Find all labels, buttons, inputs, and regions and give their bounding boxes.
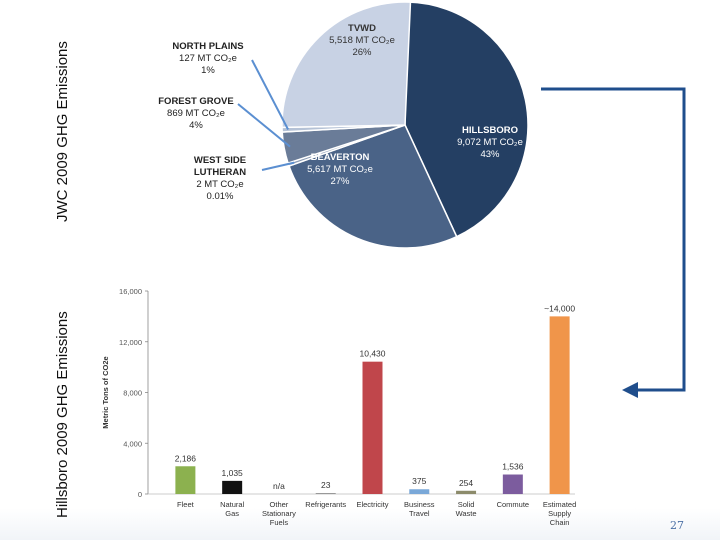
svg-text:BEAVERTON: BEAVERTON (311, 152, 370, 163)
page-number: 27 (670, 519, 684, 532)
svg-text:127 MT CO₂e: 127 MT CO₂e (179, 53, 237, 64)
svg-text:Stationary: Stationary (262, 509, 296, 518)
bar-value-label: 2,186 (175, 453, 197, 463)
svg-text:Natural: Natural (220, 500, 245, 509)
svg-text:HILLSBORO: HILLSBORO (462, 125, 518, 136)
svg-text:5,617 MT CO₂e: 5,617 MT CO₂e (307, 164, 373, 175)
svg-text:Estimated: Estimated (543, 500, 576, 509)
svg-text:5,518 MT CO₂e: 5,518 MT CO₂e (329, 35, 395, 46)
pie-slice-hillsboro (404, 1, 529, 238)
bar-value-label: 375 (412, 476, 426, 486)
svg-text:Waste: Waste (456, 509, 477, 518)
bar-value-label: 23 (321, 480, 331, 490)
y-tick-label: 0 (138, 490, 142, 499)
svg-text:Other: Other (270, 500, 289, 509)
pie-slice-tvwd (281, 1, 412, 129)
bar-fleet (175, 466, 196, 494)
svg-text:Commute: Commute (497, 500, 530, 509)
svg-text:FOREST GROVE: FOREST GROVE (158, 96, 233, 107)
bar-value-label: ~14,000 (544, 303, 575, 313)
svg-text:1%: 1% (201, 65, 215, 76)
pie-leader-line (237, 103, 291, 148)
bar-value-label: 1,536 (502, 462, 524, 472)
y-tick-label: 16,000 (119, 287, 142, 296)
svg-text:27%: 27% (330, 176, 350, 187)
svg-text:0.01%: 0.01% (207, 191, 234, 202)
svg-text:869 MT CO₂e: 869 MT CO₂e (167, 108, 225, 119)
bar-solid-waste (456, 490, 477, 494)
pie-leader-line (261, 161, 295, 171)
svg-text:Fleet: Fleet (177, 500, 195, 509)
svg-text:Supply: Supply (548, 509, 571, 518)
pie-leader-line (251, 59, 289, 130)
svg-text:LUTHERAN: LUTHERAN (194, 167, 246, 178)
x-tick-label: Commute (497, 500, 530, 509)
footer-band (0, 508, 720, 540)
bar-value-label: 10,430 (360, 349, 386, 359)
arrow-head (622, 382, 638, 398)
svg-text:9,072 MT CO₂e: 9,072 MT CO₂e (457, 137, 523, 148)
bar-natural-gas (222, 480, 243, 494)
y-tick-label: 8,000 (123, 389, 142, 398)
svg-text:Solid: Solid (458, 500, 475, 509)
bar-business-travel (409, 489, 430, 494)
arrow-path (541, 87, 686, 392)
svg-text:TVWD: TVWD (348, 23, 376, 34)
bar-value-label: 1,035 (222, 468, 244, 478)
svg-text:Chain: Chain (550, 518, 570, 527)
y-tick-label: 12,000 (119, 338, 142, 347)
x-tick-label: Electricity (356, 500, 388, 509)
bar-value-label: 254 (459, 478, 473, 488)
svg-text:Electricity: Electricity (356, 500, 388, 509)
svg-text:43%: 43% (480, 149, 500, 160)
svg-text:NORTH PLAINS: NORTH PLAINS (172, 41, 243, 52)
svg-text:Fuels: Fuels (270, 518, 289, 527)
bar-value-label: n/a (273, 481, 285, 491)
svg-text:Travel: Travel (409, 509, 430, 518)
svg-text:26%: 26% (352, 47, 372, 58)
y-axis-title: Metric Tons of CO2e (101, 356, 110, 428)
x-tick-label: Refrigerants (305, 500, 346, 509)
svg-text:Gas: Gas (225, 509, 239, 518)
svg-text:4%: 4% (189, 120, 203, 131)
bar-refrigerants (315, 493, 336, 494)
svg-text:Business: Business (404, 500, 435, 509)
x-tick-label: Fleet (177, 500, 195, 509)
svg-text:Refrigerants: Refrigerants (305, 500, 346, 509)
svg-text:WEST SIDE: WEST SIDE (194, 155, 246, 166)
bar-estimated-supply-chain (549, 316, 570, 494)
y-tick-label: 4,000 (123, 439, 142, 448)
svg-text:2 MT CO₂e: 2 MT CO₂e (196, 179, 243, 190)
pie-slice-beaverton (288, 124, 458, 249)
bar-electricity (362, 361, 383, 494)
bar-commute (502, 474, 523, 494)
